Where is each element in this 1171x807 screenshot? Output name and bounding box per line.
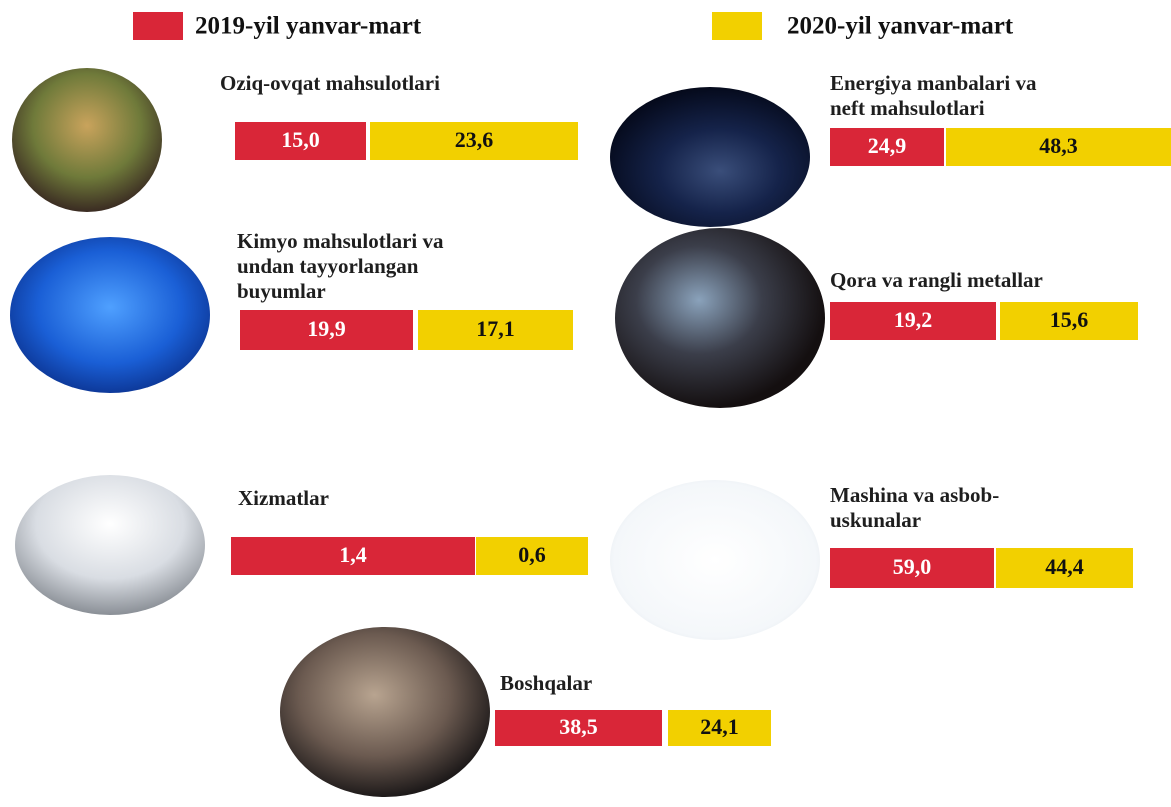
bar <box>235 122 366 160</box>
legend: 2019-yil yanvar-mart 2020-yil yanvar-mart <box>133 12 1014 40</box>
category: Boshqalar 38,5 24,1 <box>280 627 771 797</box>
bar <box>830 128 944 166</box>
legend-label: 2020-yil yanvar-mart <box>787 13 1014 40</box>
category: Mashina va asbob-uskunalar 59,0 44,4 <box>610 480 1133 640</box>
category: Oziq-ovqat mahsulotlari 15,0 23,6 <box>12 68 578 212</box>
bar <box>946 128 1171 166</box>
bar-value: 24,1 <box>700 714 739 739</box>
legend-swatch <box>712 12 762 40</box>
category: Qora va rangli metallar 19,2 15,6 <box>615 228 1138 408</box>
bar <box>830 548 994 588</box>
bar-value: 59,0 <box>893 554 932 579</box>
category-label: Xizmatlar <box>238 486 329 510</box>
category-label: buyumlar <box>237 279 326 303</box>
legend-swatch <box>133 12 183 40</box>
category-label: neft mahsulotlari <box>830 96 985 120</box>
bar-value: 17,1 <box>476 316 515 341</box>
bar <box>1000 302 1138 340</box>
category-image <box>15 475 205 615</box>
category-label: undan tayyorlangan <box>237 254 419 278</box>
items: Oziq-ovqat mahsulotlari 15,0 23,6 Energiya … <box>10 68 1171 797</box>
bar <box>996 548 1133 588</box>
bar <box>240 310 413 350</box>
category-image <box>12 68 162 212</box>
category-image <box>615 228 825 408</box>
category-image <box>10 237 210 393</box>
category-label: Qora va rangli metallar <box>830 268 1043 292</box>
bar-value: 38,5 <box>559 714 598 739</box>
bar-value: 48,3 <box>1039 133 1078 158</box>
bar <box>370 122 578 160</box>
category: Xizmatlar 1,4 0,6 <box>15 475 588 615</box>
legend-label: 2019-yil yanvar-mart <box>195 13 422 40</box>
bar-value: 19,9 <box>307 316 346 341</box>
bar <box>418 310 573 350</box>
category-label: Energiya manbalari va <box>830 71 1037 95</box>
category-label: uskunalar <box>830 508 921 532</box>
bar <box>668 710 771 746</box>
bar <box>830 302 996 340</box>
category-image <box>280 627 490 797</box>
bar <box>476 537 588 575</box>
category-label: Kimyo mahsulotlari va <box>237 229 444 253</box>
bar-value: 19,2 <box>894 307 933 332</box>
bar-value: 24,9 <box>868 133 907 158</box>
bar-value: 23,6 <box>455 127 494 152</box>
category-image <box>610 480 820 640</box>
category-label: Oziq-ovqat mahsulotlari <box>220 71 440 95</box>
bar-value: 15,6 <box>1050 307 1089 332</box>
bar <box>231 537 475 575</box>
bar-value: 44,4 <box>1045 554 1084 579</box>
bar-value: 0,6 <box>518 542 546 567</box>
bar-value: 1,4 <box>339 542 367 567</box>
category-label: Mashina va asbob- <box>830 483 999 507</box>
category-image <box>610 87 810 227</box>
bar-value: 15,0 <box>281 127 320 152</box>
category-label: Boshqalar <box>500 671 592 695</box>
bar <box>495 710 662 746</box>
